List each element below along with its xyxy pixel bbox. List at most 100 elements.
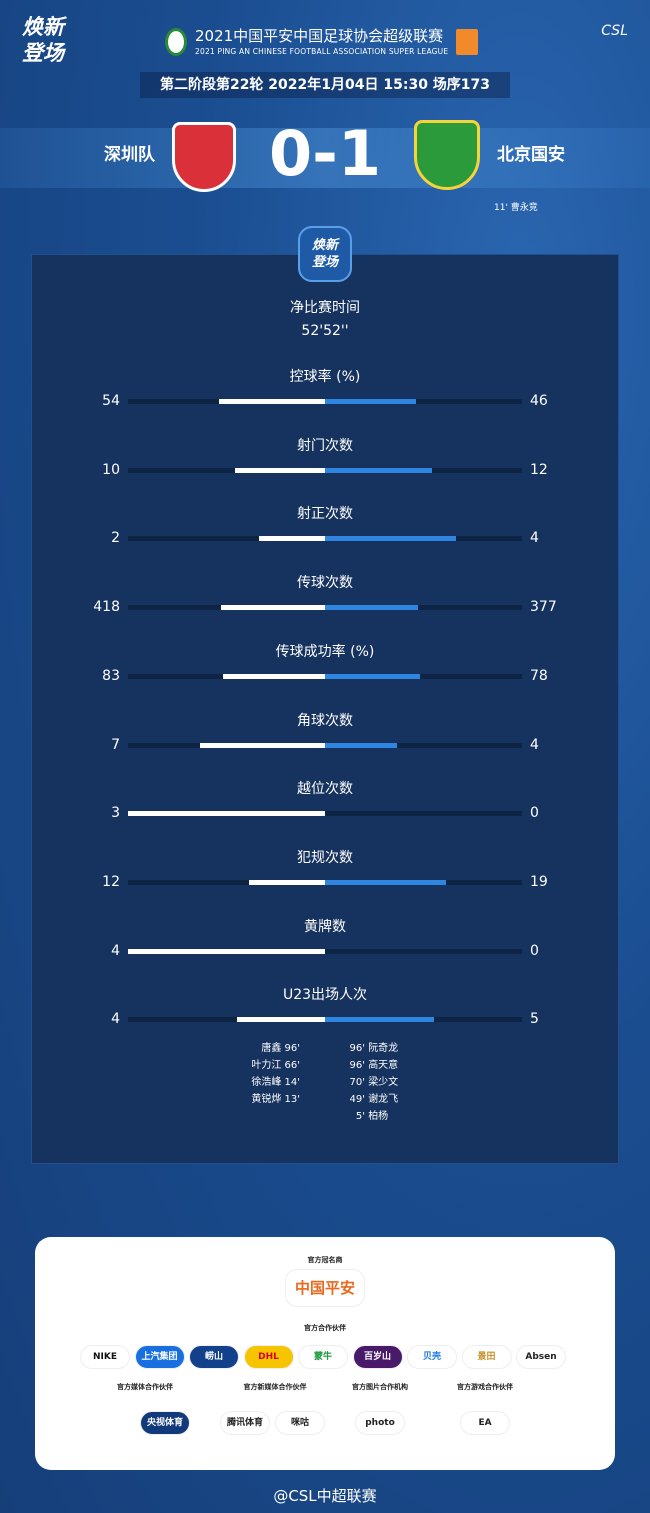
away-bar: [325, 742, 397, 748]
panel-logo-text: 焕新登场: [311, 238, 338, 270]
partner-logo: 贝壳: [407, 1345, 457, 1369]
stat-row: 射正次数 2 4: [0, 506, 650, 569]
score: 0-1: [268, 117, 381, 190]
home-bar: [218, 399, 325, 404]
home-bar: [259, 536, 325, 542]
league-badge-icon: [456, 28, 479, 55]
stat-track: [128, 948, 522, 954]
home-team: 深圳队: [104, 145, 155, 165]
home-value: 2: [111, 530, 120, 547]
u23-home-player: 黄锐烨 13': [230, 1091, 300, 1108]
player-name: 徐浩峰: [251, 1077, 282, 1088]
home-crest-icon: [172, 122, 236, 192]
home-bar: [237, 1017, 325, 1023]
u23-home-player: 唐鑫 96': [230, 1040, 300, 1057]
home-value: 54: [102, 393, 120, 409]
partner-logo: DHL: [243, 1345, 294, 1369]
stat-row: U23出场人次 4 5: [0, 987, 650, 1050]
home-bar: [221, 605, 325, 611]
away-bar: [325, 879, 446, 885]
player-name: 黄锐烨: [251, 1094, 282, 1105]
u23-away-player: 96' 阮奇龙: [345, 1040, 425, 1057]
title-sponsor-label: 官方冠名商: [307, 1256, 343, 1264]
partner-logo: 景田: [461, 1345, 512, 1369]
league-header: 2021中国平安中国足球协会超级联赛 2021 PING AN CHINESE …: [165, 26, 479, 57]
away-value: 0: [530, 805, 539, 822]
u23-away-player: 70' 梁少文: [345, 1074, 425, 1091]
partners-label: 官方合作伙伴: [304, 1324, 346, 1332]
away-bar: [325, 536, 457, 542]
stat-row: 控球率 (%) 54 46: [0, 369, 650, 432]
partner-logo: 百岁山: [352, 1345, 403, 1369]
title-sponsor-logo: 中国平安: [285, 1269, 365, 1307]
home-value: 4: [111, 942, 120, 959]
league-name-cn: 2021中国平安中国足球协会超级联赛: [195, 27, 444, 45]
stat-label: U23出场人次: [282, 987, 368, 1004]
u23-away-player: 5' 柏杨: [345, 1108, 425, 1125]
home-bar: [199, 742, 325, 748]
photo-label: 官方图片合作机构: [352, 1383, 408, 1391]
away-value: 0: [530, 942, 539, 959]
stat-label: 传球成功率 (%): [275, 643, 375, 660]
stat-label: 黄牌数: [304, 918, 346, 935]
player-minutes: 66': [284, 1060, 300, 1071]
player-name: 谢龙飞: [368, 1094, 399, 1105]
stat-track: [128, 811, 522, 817]
sponsors-card: 官方冠名商 中国平安 官方合作伙伴 NIKE 上汽集团 崂山 DHL 蒙牛 百岁山 贝壳 景田…: [35, 1237, 615, 1470]
home-value: 7: [111, 736, 120, 753]
u23-away-player: 49' 谢龙飞: [345, 1091, 425, 1108]
newmedia-logo-2: 咪咕: [275, 1411, 325, 1435]
u23-away-list: 96' 阮奇龙 96' 高天意 70' 梁少文 49' 谢龙飞 5' 柏杨: [345, 1040, 425, 1125]
stat-row: 黄牌数 4 0: [0, 919, 650, 982]
u23-home-player: 叶力江 66': [230, 1057, 300, 1074]
away-bar: [325, 399, 416, 404]
media-logo: 央视体育: [140, 1411, 190, 1435]
player-minutes: 70': [349, 1077, 365, 1088]
stat-label: 射门次数: [297, 437, 353, 454]
home-value: 4: [111, 1011, 120, 1028]
stat-label: 越位次数: [297, 781, 353, 798]
stat-row: 犯规次数 12 19: [0, 850, 650, 913]
partner-logo: 蒙牛: [298, 1345, 348, 1369]
away-value: 4: [530, 736, 539, 753]
stat-label: 犯规次数: [297, 849, 353, 866]
home-value: 418: [93, 599, 120, 616]
brand-logo: 焕新登场: [22, 15, 64, 65]
partner-logo: 崂山: [189, 1345, 239, 1369]
player-minutes: 13': [284, 1094, 300, 1105]
home-value: 12: [102, 873, 120, 890]
stat-label: 射正次数: [297, 506, 353, 523]
away-scorer: 11' 曹永竞: [494, 203, 538, 213]
away-crest-icon: [414, 120, 480, 190]
player-name: 阮奇龙: [368, 1043, 399, 1054]
net-time: 52'52'': [301, 323, 349, 339]
home-value: 10: [102, 461, 120, 478]
game-label: 官方游戏合作伙伴: [457, 1383, 513, 1391]
round-info: 第二阶段第22轮 2022年1月04日 15:30 场序173: [140, 72, 510, 98]
away-value: 78: [530, 667, 548, 684]
partner-logo: NIKE: [80, 1345, 130, 1369]
player-minutes: 49': [349, 1094, 365, 1105]
score-band: [0, 128, 650, 188]
cfa-badge-icon: [165, 27, 187, 56]
stat-label: 控球率 (%): [289, 369, 361, 385]
csl-logo: CSL: [601, 23, 628, 39]
panel-logo: 焕新登场: [298, 226, 352, 282]
stat-row: 传球次数 418 377: [0, 575, 650, 638]
stat-row: 角球次数 7 4: [0, 713, 650, 776]
home-bar: [235, 467, 325, 473]
u23-home-player: 徐浩峰 14': [230, 1074, 300, 1091]
u23-away-player: 96' 高天意: [345, 1057, 425, 1074]
away-value: 19: [530, 873, 548, 890]
home-value: 3: [111, 805, 120, 822]
net-time-label: 净比赛时间: [290, 300, 360, 316]
away-bar: [325, 605, 419, 611]
player-name: 唐鑫: [261, 1043, 282, 1054]
away-value: 46: [530, 393, 548, 409]
away-bar: [325, 467, 433, 473]
game-logo: EA: [460, 1411, 510, 1435]
player-minutes: 96': [349, 1043, 365, 1054]
photo-logo: photo: [355, 1411, 405, 1435]
home-bar: [223, 673, 325, 679]
away-bar: [325, 673, 421, 679]
